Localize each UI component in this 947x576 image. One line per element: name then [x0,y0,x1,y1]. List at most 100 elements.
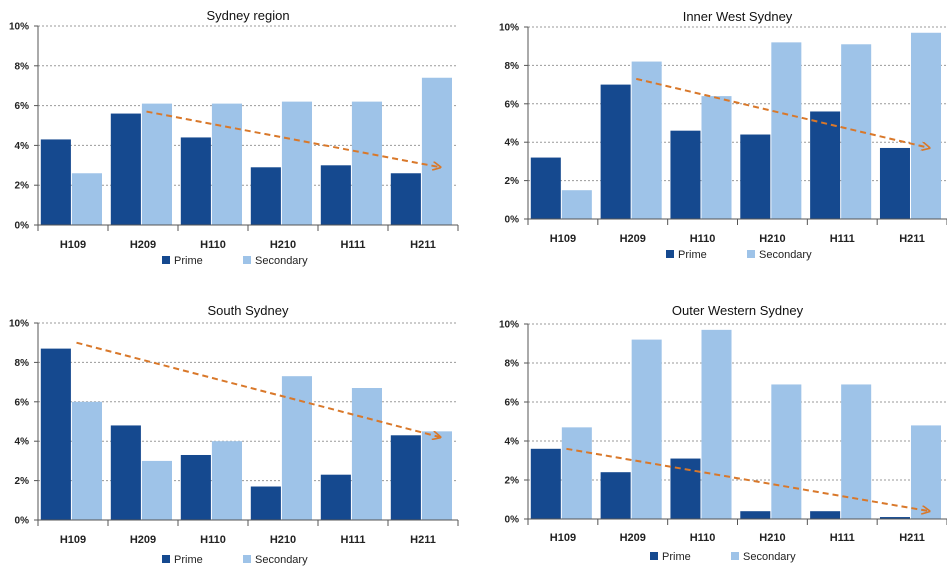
chart-svg: Outer Western Sydney 0% 2% 4% 6% 8% 10% H109 H20… [499,303,947,563]
x-tick-label: H210 [270,239,296,251]
bar-prime-h209 [110,113,141,225]
bar-prime-h210 [740,511,771,519]
y-tick-label: 10% [9,22,29,33]
legend: Prime Secondary [162,554,308,566]
y-tick-label: 4% [505,437,520,448]
bar-secondary-h111 [351,388,382,520]
y-tick-label: 6% [505,398,520,409]
y-tick-label: 0% [15,221,30,232]
x-tick-label: H110 [690,233,716,245]
x-tick-label: H109 [550,532,576,544]
x-tick-label: H110 [690,532,716,544]
x-tick-label: H210 [759,532,785,544]
chart-svg: Inner West Sydney 0% 2% 4% 6% 8% 10% H109 H209 H1… [499,9,947,261]
legend-label-secondary: Secondary [255,255,308,267]
bar-secondary-h110 [211,441,242,520]
legend-label-prime: Prime [174,554,203,566]
x-tick-label: H111 [830,233,855,245]
bar-secondary-h109 [71,173,102,225]
bar-prime-h110 [670,130,701,219]
y-tick-label: 2% [505,176,520,187]
trend-arrow [76,341,441,438]
bar-secondary-h109 [561,190,592,219]
legend: Prime Secondary [162,255,308,267]
bar-prime-h111 [320,165,351,225]
bar-secondary-h111 [841,44,872,219]
bar-secondary-h110 [701,329,732,519]
x-tick-label: H211 [899,233,925,245]
trend-arrow [636,77,929,148]
legend-swatch-secondary [747,250,755,258]
legend-swatch-prime [650,552,658,560]
chart-title: Sydney region [206,8,289,23]
bar-secondary-h210 [281,376,312,520]
bar-prime-h111 [810,111,841,219]
bar-secondary-h110 [701,96,732,219]
bar-prime-h209 [600,84,631,219]
x-tick-label: H209 [130,239,156,251]
trend-arrow [566,447,929,511]
x-tick-label: H209 [620,233,646,245]
y-tick-label: 2% [15,476,30,487]
y-tick-label: 6% [15,101,30,112]
y-tick-label: 2% [15,181,30,192]
chart-panel-4: Outer Western Sydney 0% 2% 4% 6% 8% 10% H109 H20… [490,295,947,571]
legend-swatch-secondary [243,555,251,563]
y-tick-label: 6% [505,99,520,110]
x-tick-label: H111 [830,532,855,544]
chart-svg: Sydney region 0% 2% 4% 6% 8% 10% H109 H209 H110 H2… [9,8,459,267]
chart-panel-2: Inner West Sydney 0% 2% 4% 6% 8% 10% H109 H209 H1… [490,0,947,285]
bar-secondary-h210 [771,384,802,519]
legend-label-secondary: Secondary [255,554,308,566]
bar-prime-h211 [390,435,421,520]
legend-swatch-secondary [731,552,739,560]
y-tick-label: 4% [505,138,520,149]
legend-label-prime: Prime [678,249,707,261]
bar-prime-h111 [810,511,841,519]
legend-label-secondary: Secondary [743,551,796,563]
bar-secondary-h211 [421,77,452,226]
legend-label-prime: Prime [174,255,203,267]
bar-secondary-h210 [281,101,312,225]
y-tick-label: 0% [505,515,520,526]
chart-title: South Sydney [208,303,289,318]
bar-prime-h110 [180,137,211,225]
chart-svg: South Sydney 0% 2% 4% 6% 8% 10% H109 H209 H110 H21… [9,303,459,566]
x-tick-label: H109 [60,534,86,546]
y-tick-label: 8% [505,359,520,370]
y-tick-label: 10% [499,320,519,331]
bar-secondary-h109 [561,427,592,519]
chart-title: Outer Western Sydney [672,303,804,318]
x-tick-label: H209 [620,532,646,544]
y-tick-label: 10% [9,319,29,330]
bar-prime-h211 [879,517,910,519]
legend-label-prime: Prime [662,551,691,563]
bar-prime-h109 [530,157,561,219]
bar-secondary-h211 [421,431,452,520]
bar-prime-h110 [180,454,211,520]
x-tick-label: H210 [759,233,785,245]
bar-prime-h209 [110,425,141,520]
legend-swatch-prime [162,256,170,264]
bar-secondary-h209 [141,103,172,225]
bar-secondary-h211 [910,425,942,519]
legend-swatch-prime [666,250,674,258]
bar-secondary-h209 [141,460,172,520]
x-tick-label: H211 [410,239,436,251]
bar-secondary-h209 [631,61,662,220]
x-tick-label: H111 [340,239,365,251]
y-tick-label: 6% [15,397,30,408]
x-tick-label: H211 [899,532,925,544]
y-tick-label: 2% [505,476,520,487]
chart-panel-3: South Sydney 0% 2% 4% 6% 8% 10% H109 H209 H110 H21… [0,295,465,571]
bar-prime-h211 [390,173,421,225]
x-tick-label: H211 [410,534,436,546]
legend: Prime Secondary [666,249,812,261]
bar-prime-h109 [40,139,71,225]
bar-prime-h109 [40,348,71,520]
y-tick-label: 4% [15,437,30,448]
x-tick-label: H210 [270,534,296,546]
legend: Prime Secondary [650,551,796,563]
bar-prime-h210 [250,486,281,520]
